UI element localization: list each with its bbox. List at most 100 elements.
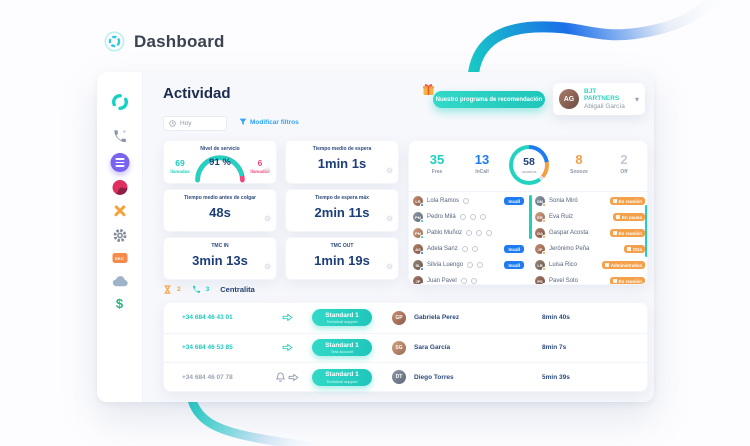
status-dot xyxy=(542,251,546,255)
agent-row[interactable]: ER Eva Ruiz En pausa xyxy=(535,209,647,225)
agent-avatar: PM xyxy=(413,212,424,223)
forward-arrow-icon[interactable] xyxy=(282,343,293,352)
agent-status-icon xyxy=(460,278,467,284)
card-settings-icon[interactable] xyxy=(386,209,393,227)
agent-row[interactable]: PM Pablo Muñoz xyxy=(413,225,530,241)
card-settings-icon[interactable] xyxy=(386,161,393,179)
page-header: Dashboard xyxy=(104,31,225,52)
agent-avatar: JP xyxy=(413,276,424,284)
agent-status-icon xyxy=(461,246,468,252)
call-duration: 8min 40s xyxy=(542,314,570,322)
account-menu[interactable]: AG BJT PARTNERS Abigail García ▾ xyxy=(553,83,645,115)
agent-avatar: DT xyxy=(392,370,406,385)
forward-arrow-icon[interactable] xyxy=(288,373,299,382)
status-dot xyxy=(420,203,424,207)
card-settings-icon[interactable] xyxy=(264,161,271,179)
agent-avatar: AS xyxy=(413,244,424,255)
incall-count: 3 xyxy=(205,286,210,293)
app-logo-icon xyxy=(104,31,125,52)
agent-status-icon xyxy=(477,262,484,268)
agent-avatar: GA xyxy=(535,228,546,239)
free-agents-stat: 35 Free xyxy=(429,152,445,175)
kpi-tmc-in-card: TMC IN 3min 13s xyxy=(163,237,277,280)
status-dot xyxy=(420,235,424,239)
agent-status-icon xyxy=(466,230,473,236)
card-settings-icon[interactable] xyxy=(264,257,271,275)
agent-status-icon xyxy=(469,214,476,220)
status-dot xyxy=(542,283,546,284)
status-dot xyxy=(542,219,546,223)
incall-badge: Incall xyxy=(504,245,524,253)
agent-row[interactable]: LR Luisa Rico Administrativa xyxy=(535,257,647,273)
agent-name: Gabriela Perez xyxy=(414,314,460,322)
snooze-badge: En reunión xyxy=(609,277,645,284)
agent-avatar: PM xyxy=(413,228,424,239)
agent-row[interactable]: SM Sonia Miró En reunión xyxy=(535,193,647,209)
queue-badge: Standard 1 Technical support xyxy=(312,309,372,327)
divider xyxy=(409,191,647,192)
filter-funnel-icon xyxy=(239,118,247,125)
agenda-list-icon[interactable] xyxy=(110,153,129,172)
snooze-badge: En pausa xyxy=(612,213,645,221)
referral-program-button[interactable]: Nuestro programa de recomendación xyxy=(433,91,545,108)
scrollbar[interactable] xyxy=(645,205,647,257)
users-donut-label: 58 usuarios xyxy=(521,156,537,174)
call-row[interactable]: +34 684 46 53 85 Standard 1 Test account… xyxy=(164,332,647,363)
scrollbar[interactable] xyxy=(529,195,532,239)
team-status-panel: 35 Free 13 InCall 58 usuarios 8 Snooze 2 Off … xyxy=(408,140,648,285)
agent-status-icon xyxy=(459,214,466,220)
agent-avatar: SM xyxy=(535,196,546,207)
call-row[interactable]: +34 684 46 07 78 Standard 1 Technical su… xyxy=(164,362,647,392)
agent-row[interactable]: AS Adela Sanz Incall xyxy=(413,241,530,257)
card-settings-icon[interactable] xyxy=(386,257,393,275)
date-filter-value: Hoy xyxy=(180,120,192,127)
phone-icon[interactable] xyxy=(112,129,127,144)
gift-icon xyxy=(422,83,435,101)
section-title: Actividad xyxy=(163,85,231,102)
date-filter-input[interactable]: Hoy xyxy=(163,116,227,131)
status-dot xyxy=(420,267,424,271)
forward-arrow-icon[interactable] xyxy=(282,313,293,322)
queue-waiting-icon xyxy=(164,285,171,294)
service-level-gauge xyxy=(192,153,248,183)
bell-icon[interactable] xyxy=(275,372,285,383)
queue-badge: Standard 1 Test account xyxy=(312,339,372,357)
agent-avatar: PS xyxy=(535,276,546,284)
agent-row[interactable]: SL Silvia Luengo Incall xyxy=(413,257,530,273)
account-company: BJT PARTNERS xyxy=(584,88,620,102)
snooze-badge: Administrativa xyxy=(601,261,645,269)
modify-filters-link[interactable]: Modificar filtros xyxy=(239,118,299,126)
agent-row[interactable]: JP Jerónimo Peña Otra xyxy=(535,241,647,257)
pie-chart-icon[interactable] xyxy=(112,180,127,195)
card-settings-icon[interactable] xyxy=(264,209,271,227)
agent-row[interactable]: PS Pavel Soto En reunión xyxy=(535,273,647,284)
agents-list-active: LR Lola Ramos Incall PM Pedro Milá PM Pa… xyxy=(413,193,530,284)
agent-row[interactable]: PM Pedro Milá xyxy=(413,209,530,225)
status-dot xyxy=(542,235,546,239)
agent-status-icon xyxy=(471,246,478,252)
incall-agents-stat: 13 InCall xyxy=(474,152,490,175)
app-window: REC $ Actividad Hoy Modificar filtros xyxy=(97,72,654,402)
kpi-tmc-out-card: TMC OUT 1min 19s xyxy=(285,237,399,280)
users-donut-chart xyxy=(509,145,549,185)
answered-calls-stat: 69 llamadas xyxy=(170,158,190,174)
agent-row[interactable]: JP Juan Pavel xyxy=(413,273,530,284)
tools-x-icon[interactable] xyxy=(113,204,127,218)
call-row[interactable]: +34 684 46 43 01 Standard 1 Technical su… xyxy=(164,303,647,333)
status-dot xyxy=(420,283,424,284)
settings-gear-icon[interactable] xyxy=(112,228,127,243)
sync-logo-icon[interactable] xyxy=(111,93,129,111)
kpi-service-level-card: Nivel de servicio 91 % 69 llamadas 6 lla… xyxy=(163,140,277,184)
agent-row[interactable]: GA Gaspar Acosta En reunión xyxy=(535,225,647,241)
billing-dollar-icon[interactable]: $ xyxy=(115,296,124,311)
status-dot xyxy=(542,267,546,271)
incall-badge: Incall xyxy=(504,197,524,205)
agent-avatar: JP xyxy=(535,244,546,255)
cloud-icon[interactable] xyxy=(112,275,128,287)
badge-icon xyxy=(612,199,617,203)
agent-row[interactable]: LR Lola Ramos Incall xyxy=(413,193,530,209)
recording-icon[interactable]: REC xyxy=(112,253,127,263)
centralita-title: Centralita xyxy=(220,285,255,294)
clock-icon xyxy=(169,120,176,127)
